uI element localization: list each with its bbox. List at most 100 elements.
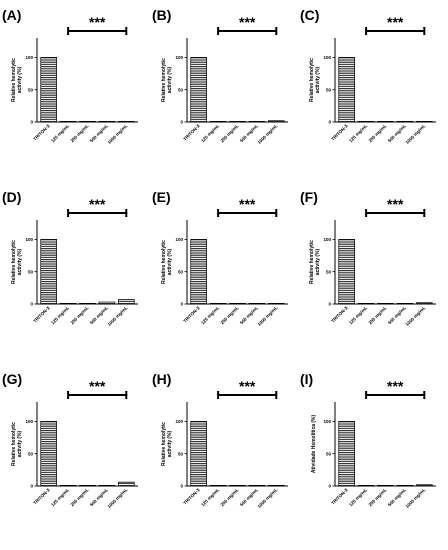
y-axis-label: Relative hemolyticactivity (%) [309,240,321,284]
y-tick-label: 100 [323,419,331,424]
significance-label: *** [387,14,404,30]
significance-label: *** [239,378,256,394]
y-tick-label: 0 [328,302,331,307]
y-axis-label-line: activity (%) [17,248,23,275]
y-axis-label: Relative hemolyticactivity (%) [11,240,23,284]
y-tick-label: 50 [326,87,332,92]
y-axis-label-line: activity (%) [167,66,173,93]
bar [117,299,135,305]
y-tick-label: 50 [326,451,332,456]
y-tick-label: 0 [180,484,183,489]
x-tick-label: 250 mg/mL [368,123,388,143]
bar [79,485,96,487]
x-tick-label: 500 mg/mL [387,123,407,143]
x-tick-label: 250 mg/mL [368,305,388,325]
x-tick-label: TRITON-X [32,487,51,506]
panel-label: (A) [2,7,21,23]
bar [377,485,394,487]
x-tick-label: 500 mg/mL [89,487,109,507]
y-axis-label-line: Relative hemolytic [11,58,17,102]
bar [40,421,58,487]
y-tick-label: 100 [175,55,183,60]
bar [396,485,414,487]
panel-label: (F) [300,189,318,205]
x-tick-label: 500 mg/mL [89,123,109,143]
x-tick-label: 250 mg/mL [368,487,388,507]
x-tick-label: 1000 mg/mL [405,487,427,509]
bar [98,121,116,123]
y-tick-label: 50 [178,87,184,92]
y-axis-label: Relative hemolyticactivity (%) [161,422,173,466]
bar [357,121,375,123]
significance-label: *** [89,14,106,30]
bar [248,485,266,487]
x-tick-label: 125 mg/mL [200,487,220,507]
panel-label: (D) [2,189,21,205]
bar [415,121,433,123]
bar [377,303,394,305]
bar [209,121,227,123]
bar [59,303,77,305]
y-tick-label: 100 [175,237,183,242]
y-tick-label: 0 [328,484,331,489]
x-tick-label: 250 mg/mL [70,305,90,325]
y-tick-label: 0 [30,484,33,489]
y-axis-label-line: Relative hemolytic [309,240,315,284]
bar [190,57,208,123]
x-tick-label: 125 mg/mL [348,487,368,507]
y-axis-label-line: Relative hemolytic [11,240,17,284]
bar [415,302,433,305]
x-tick-label: 250 mg/mL [70,487,90,507]
y-axis-label-line: activity (%) [167,248,173,275]
significance-label: *** [387,378,404,394]
x-tick-label: 1000 mg/mL [107,305,129,327]
x-tick-label: 1000 mg/mL [107,123,129,145]
bar [59,485,77,487]
bar [117,481,135,487]
significance-label: *** [89,378,106,394]
x-tick-label: TRITON-X [32,305,51,324]
x-tick-label: 500 mg/mL [387,487,407,507]
y-axis-label: Relative hemolyticactivity (%) [309,58,321,102]
y-tick-label: 50 [28,269,34,274]
bar [98,301,116,305]
x-tick-label: 1000 mg/mL [405,305,427,327]
y-axis-label-line: activity (%) [17,66,23,93]
x-tick-label: TRITON-X [330,123,349,142]
significance-label: *** [89,196,106,212]
y-axis-label-line: Relative hemolytic [11,422,17,466]
x-tick-label: 1000 mg/mL [257,305,279,327]
y-tick-label: 50 [326,269,332,274]
y-tick-label: 50 [28,87,34,92]
bar [357,485,375,487]
y-axis-label-line: activity (%) [315,248,321,275]
x-tick-label: 125 mg/mL [50,487,70,507]
bar [59,121,77,123]
x-tick-label: 500 mg/mL [387,305,407,325]
y-axis-label-line: Relative hemolytic [161,240,167,284]
significance-label: *** [239,196,256,212]
bar [338,57,356,123]
bar [267,303,285,305]
x-tick-label: 1000 mg/mL [257,487,279,509]
y-axis-label: Relative hemolyticactivity (%) [11,58,23,102]
bar [209,485,227,487]
bar [338,421,356,487]
bar [79,303,96,305]
y-axis-label: Relative hemolyticactivity (%) [161,58,173,102]
x-tick-label: 500 mg/mL [239,123,259,143]
bar [267,120,285,123]
x-tick-label: 500 mg/mL [239,487,259,507]
y-tick-label: 0 [328,120,331,125]
x-tick-label: 1000 mg/mL [107,487,129,509]
panel-label: (H) [152,371,171,387]
panel-label: (I) [300,371,313,387]
y-tick-label: 0 [30,120,33,125]
x-tick-label: TRITON-X [182,123,201,142]
y-axis-label-line: Relative hemolytic [309,58,315,102]
x-tick-label: 250 mg/mL [220,305,240,325]
